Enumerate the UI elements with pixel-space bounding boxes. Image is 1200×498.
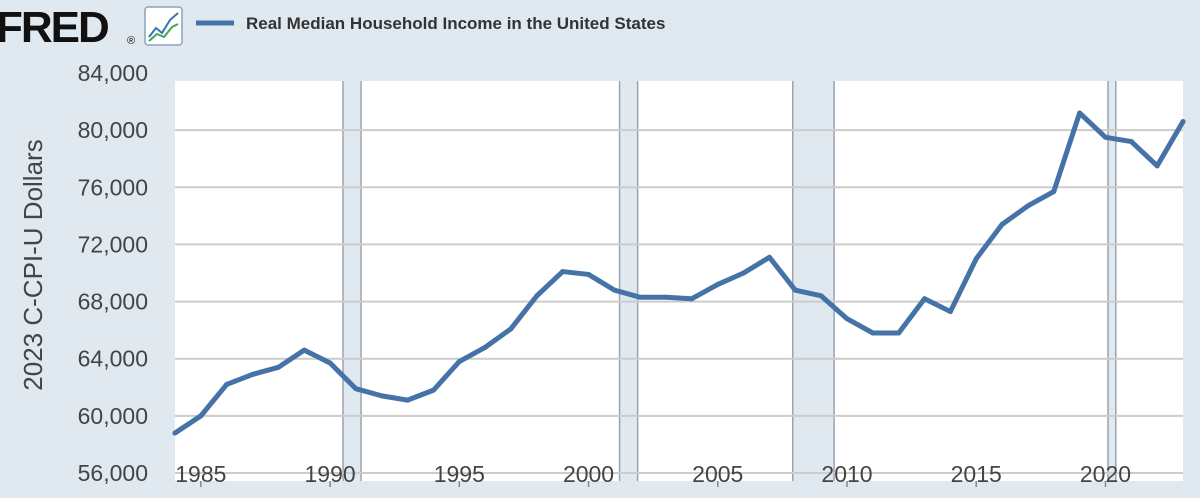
series-line — [172, 110, 1186, 436]
recession-band-2 — [619, 81, 638, 481]
x-tick-label: 1995 — [434, 461, 485, 487]
data-point-2011[interactable] — [870, 330, 876, 336]
data-point-1984[interactable] — [172, 430, 178, 436]
data-point-1993[interactable] — [405, 397, 411, 403]
x-axis-ticks: 1985 1990 1995 2000 2005 2010 2015 2020 — [175, 461, 1131, 487]
x-tick-label: 1990 — [304, 461, 355, 487]
y-tick-label: 68,000 — [78, 289, 148, 315]
data-point-2021[interactable] — [1128, 139, 1134, 145]
y-tick-label: 84,000 — [78, 60, 148, 86]
line-chart-icon — [144, 6, 183, 46]
data-point-2012[interactable] — [896, 330, 902, 336]
data-point-2020[interactable] — [1102, 134, 1108, 140]
data-point-2018[interactable] — [1051, 189, 1057, 195]
data-point-2013[interactable] — [922, 296, 928, 302]
logo-text: FRED — [0, 3, 108, 52]
y-tick-label: 76,000 — [78, 174, 148, 200]
data-point-1987[interactable] — [250, 371, 256, 377]
data-point-2000[interactable] — [586, 271, 592, 277]
data-point-2002[interactable] — [637, 294, 643, 300]
data-point-2009[interactable] — [818, 293, 824, 299]
y-tick-label: 60,000 — [78, 403, 148, 429]
x-tick-label: 2015 — [951, 461, 1002, 487]
plot-area — [175, 81, 1183, 481]
data-point-1988[interactable] — [275, 364, 281, 370]
chart-title: Real Median Household Income in the Unit… — [246, 14, 665, 33]
data-point-1995[interactable] — [456, 359, 462, 365]
fred-logo[interactable]: FRED ® — [0, 3, 183, 52]
data-point-2023[interactable] — [1180, 119, 1186, 125]
x-tick-label: 2020 — [1080, 461, 1131, 487]
y-tick-label: 64,000 — [78, 346, 148, 372]
data-point-1996[interactable] — [482, 344, 488, 350]
data-point-1998[interactable] — [534, 293, 540, 299]
data-point-2010[interactable] — [844, 316, 850, 322]
data-point-2003[interactable] — [663, 294, 669, 300]
recession-band-1 — [343, 81, 362, 481]
data-point-2016[interactable] — [999, 221, 1005, 227]
data-point-2001[interactable] — [611, 287, 617, 293]
recession-band-3 — [792, 81, 835, 481]
data-point-2007[interactable] — [766, 254, 772, 260]
y-tick-label: 56,000 — [78, 460, 148, 486]
data-point-2005[interactable] — [715, 281, 721, 287]
data-point-1999[interactable] — [560, 269, 566, 275]
data-point-1990[interactable] — [327, 360, 333, 366]
data-point-2006[interactable] — [741, 270, 747, 276]
data-point-2014[interactable] — [947, 309, 953, 315]
data-point-2004[interactable] — [689, 296, 695, 302]
data-point-1992[interactable] — [379, 393, 385, 399]
x-tick-label: 2010 — [821, 461, 872, 487]
data-point-1989[interactable] — [301, 347, 307, 353]
data-point-2022[interactable] — [1154, 163, 1160, 169]
data-point-2017[interactable] — [1025, 203, 1031, 209]
registered-mark: ® — [127, 35, 135, 47]
legend: Real Median Household Income in the Unit… — [196, 14, 665, 33]
recession-bands — [342, 81, 1117, 481]
data-point-2015[interactable] — [973, 256, 979, 262]
x-tick-label: 1985 — [175, 461, 226, 487]
data-point-1991[interactable] — [353, 386, 359, 392]
x-tick-label: 2000 — [563, 461, 614, 487]
data-point-1997[interactable] — [508, 326, 514, 332]
data-point-1985[interactable] — [198, 413, 204, 419]
data-point-2008[interactable] — [792, 287, 798, 293]
data-point-2019[interactable] — [1077, 110, 1083, 116]
x-tick-label: 2005 — [692, 461, 743, 487]
y-axis-label: 2023 C-CPI-U Dollars — [18, 139, 48, 390]
y-tick-label: 80,000 — [78, 117, 148, 143]
data-point-1986[interactable] — [224, 381, 230, 387]
y-axis-ticks: 56,000 60,000 64,000 68,000 72,000 76,000 80,0… — [78, 60, 148, 486]
recession-band-4 — [1108, 81, 1116, 481]
y-tick-label: 72,000 — [78, 231, 148, 257]
data-point-1994[interactable] — [430, 387, 436, 393]
series-layer — [172, 110, 1186, 436]
gridlines — [175, 129, 1183, 474]
